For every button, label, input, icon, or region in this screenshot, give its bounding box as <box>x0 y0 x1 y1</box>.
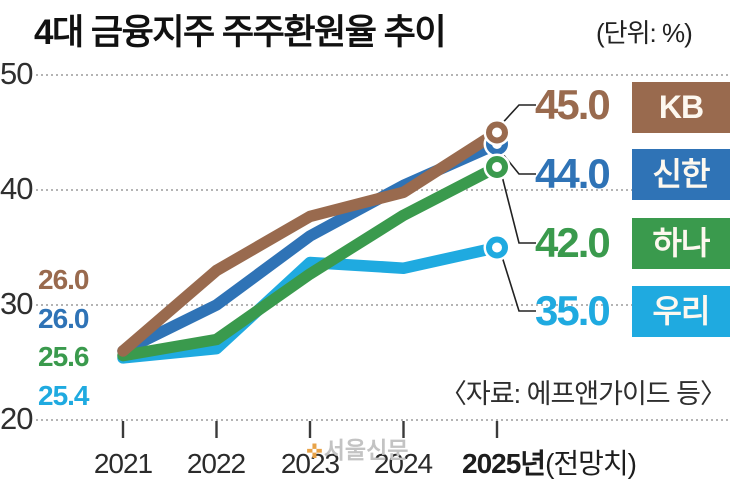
start-value-hana: 25.6 <box>38 341 89 372</box>
x-label-2021: 2021 <box>93 448 153 479</box>
y-tick-label-50: 50 <box>0 56 33 91</box>
series-line-하나 <box>117 161 503 362</box>
marker-KB <box>486 121 508 144</box>
legend-woori: 우리 <box>632 286 730 337</box>
start-value-kb: 26.0 <box>38 264 89 295</box>
series-line-우리 <box>117 241 503 364</box>
x-label-2022: 2022 <box>186 448 246 479</box>
connector-KB <box>501 104 536 125</box>
x-label-2025-forecast: (전망치) <box>545 448 637 479</box>
unit-label: (단위: %) <box>596 18 693 48</box>
chart-title: 4대 금융지주 주주환원율 추이 <box>34 13 447 52</box>
series-line-KB <box>117 126 503 357</box>
x-label-2023: 2023 <box>280 448 340 479</box>
y-tick-label-40: 40 <box>0 171 33 206</box>
marker-우리 <box>486 236 508 259</box>
x-label-2024: 2024 <box>373 448 433 479</box>
connector-하나 <box>501 175 536 244</box>
end-value-kb: 45.0 <box>535 81 611 128</box>
end-value-hana: 42.0 <box>535 219 611 266</box>
start-value-woori: 25.4 <box>38 380 89 411</box>
marker-하나 <box>486 156 508 178</box>
legend-shinhan: 신한 <box>632 149 730 200</box>
y-tick-label-30: 30 <box>0 286 33 321</box>
source-note: 〈자료: 에프앤가이드 등〉 <box>439 379 727 409</box>
y-tick-label-20: 20 <box>0 401 33 436</box>
watermark: ✜︎서울신문 <box>306 431 408 465</box>
legend-hana: 하나 <box>632 218 730 269</box>
watermark-quote-icon: ✜︎ <box>306 441 323 463</box>
end-value-woori: 35.0 <box>535 287 611 334</box>
end-value-shinhan: 44.0 <box>535 150 611 197</box>
connector-우리 <box>501 256 536 312</box>
x-label-2025-year: 2025년 <box>462 448 546 479</box>
x-label-2025: 2025년(전망치) <box>462 448 637 479</box>
legend-kb: KB <box>632 82 730 133</box>
watermark-text: 서울신문 <box>323 437 409 463</box>
start-value-shinhan: 26.0 <box>38 303 89 334</box>
